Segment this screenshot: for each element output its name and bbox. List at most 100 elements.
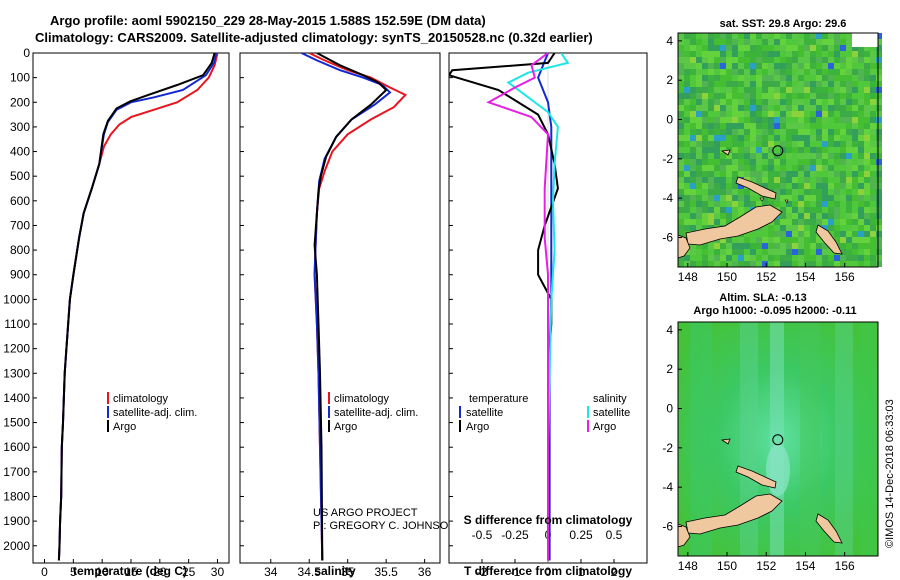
sst-pixel: [696, 189, 702, 195]
sst-pixel: [684, 255, 690, 261]
sst-pixel: [846, 195, 852, 201]
sst-pixel: [786, 93, 792, 99]
sst-pixel: [870, 213, 876, 219]
sst-pixel: [732, 195, 738, 201]
sst-pixel: [780, 75, 786, 81]
sst-pixel: [690, 57, 696, 63]
sst-pixel: [708, 195, 714, 201]
sst-pixel: [810, 249, 816, 255]
sst-pixel: [690, 81, 696, 87]
sst-pixel: [810, 237, 816, 243]
sst-pixel: [696, 165, 702, 171]
sst-pixel: [792, 195, 798, 201]
sst-pixel: [768, 69, 774, 75]
sst-pixel: [732, 135, 738, 141]
sst-pixel: [786, 33, 792, 39]
sst-pixel: [726, 87, 732, 93]
sst-pixel: [732, 171, 738, 177]
sst-pixel: [738, 75, 744, 81]
sst-pixel: [744, 129, 750, 135]
sst-pixel: [702, 249, 708, 255]
sst-pixel: [822, 111, 828, 117]
sst-pixel: [804, 207, 810, 213]
sst-pixel: [690, 123, 696, 129]
sst-pixel: [858, 129, 864, 135]
sst-pixel: [696, 39, 702, 45]
sst-pixel: [846, 63, 852, 69]
sst-pixel: [720, 201, 726, 207]
sst-pixel: [840, 57, 846, 63]
map-x-tick-label: 152: [756, 559, 776, 573]
sst-pixel: [846, 237, 852, 243]
map-y-tick-label: -6: [662, 231, 673, 245]
sst-pixel: [750, 159, 756, 165]
sst-pixel: [732, 147, 738, 153]
sst-pixel: [720, 87, 726, 93]
sst-pixel: [852, 117, 858, 123]
sst-pixel: [870, 153, 876, 159]
sst-pixel: [876, 75, 882, 81]
sst-pixel: [780, 165, 786, 171]
sst-pixel: [714, 135, 720, 141]
s-tick-label: 0.25: [569, 528, 593, 542]
t-difference-x-label: T difference from climatology: [464, 564, 632, 578]
sst-pixel: [714, 87, 720, 93]
sst-pixel: [834, 99, 840, 105]
sst-pixel: [720, 117, 726, 123]
sst-pixel: [684, 147, 690, 153]
sst-pixel: [786, 63, 792, 69]
sst-pixel: [726, 135, 732, 141]
sst-pixel: [834, 75, 840, 81]
map-x-tick-label: 148: [678, 559, 698, 573]
sst-pixel: [732, 111, 738, 117]
x-tick-label: 15: [124, 565, 138, 579]
sst-pixel: [732, 153, 738, 159]
sst-pixel: [768, 237, 774, 243]
figure-title-line2: Climatology: CARS2009. Satellite-adjuste…: [35, 30, 593, 45]
sst-pixel: [762, 117, 768, 123]
sst-pixel: [738, 195, 744, 201]
depth-tick-label: 700: [10, 218, 30, 232]
legend2-satellite-label: satellite-adj. clim.: [334, 407, 418, 419]
depth-tick-label: 1800: [3, 489, 30, 503]
sst-pixel: [798, 93, 804, 99]
sst-pixel: [792, 231, 798, 237]
x-tick-label: 25: [182, 565, 196, 579]
sst-pixel: [870, 93, 876, 99]
sst-pixel: [684, 135, 690, 141]
sla-argo-float-marker: [772, 434, 784, 446]
sst-pixel: [804, 111, 810, 117]
sst-pixel: [786, 57, 792, 63]
imos-timestamp: ©IMOS 14-Dec-2018 06:33:03: [884, 399, 896, 548]
salinity-series: [301, 53, 408, 561]
sst-pixel: [708, 123, 714, 129]
sst-pixel: [876, 213, 882, 219]
sst-pixel: [690, 111, 696, 117]
sst-pixel: [726, 249, 732, 255]
sst-pixel: [816, 207, 822, 213]
x-tick-label: 10: [95, 565, 109, 579]
sst-pixel: [750, 45, 756, 51]
x-tick-label: 35: [341, 565, 355, 579]
sst-pixel: [702, 171, 708, 177]
sst-pixel: [768, 33, 774, 39]
sst-pixel: [678, 225, 684, 231]
sst-pixel: [780, 57, 786, 63]
sst-pixel: [696, 243, 702, 249]
sst-pixel: [750, 261, 756, 267]
sst-pixel: [846, 213, 852, 219]
legend-t-satellite-label: satellite: [466, 407, 503, 419]
sst-pixel: [858, 249, 864, 255]
sst-pixel: [840, 159, 846, 165]
sst-pixel: [846, 57, 852, 63]
sst-pixel: [792, 69, 798, 75]
sst-pixel: [702, 147, 708, 153]
sst-pixel: [828, 51, 834, 57]
sst-pixel: [726, 45, 732, 51]
sst-pixel: [738, 189, 744, 195]
sst-pixel: [762, 87, 768, 93]
sst-pixel: [720, 105, 726, 111]
sst-pixel: [678, 189, 684, 195]
sst-pixel: [804, 165, 810, 171]
sst-pixel: [690, 105, 696, 111]
